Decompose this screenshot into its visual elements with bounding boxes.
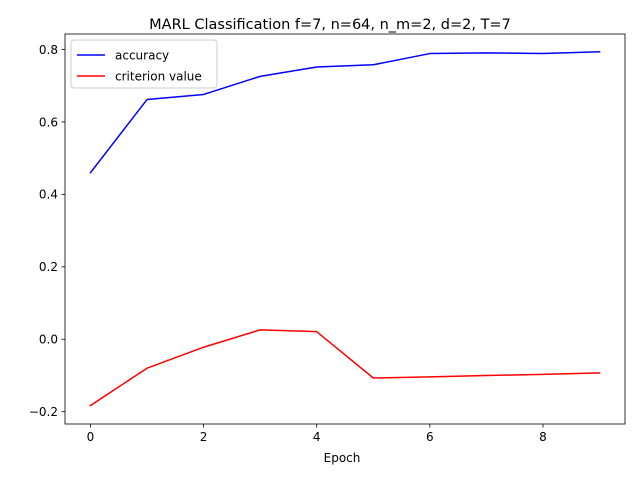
x-tick-label: 6 xyxy=(426,430,434,444)
x-tick-label: 0 xyxy=(87,430,95,444)
x-axis-label: Epoch xyxy=(324,451,361,465)
axes-frame xyxy=(64,33,626,425)
y-tick-label: 0.8 xyxy=(39,43,58,57)
y-tick-label: 0.4 xyxy=(39,188,58,202)
plot-background xyxy=(65,34,625,424)
y-axis-ticks: −0.2 0.0 0.2 0.4 0.6 0.8 xyxy=(29,43,65,419)
legend: accuracy criterion value xyxy=(70,39,218,89)
legend-label-accuracy: accuracy xyxy=(115,48,169,62)
series-lines xyxy=(89,50,601,407)
plot-area xyxy=(65,34,625,424)
legend-label-criterion-value: criterion value xyxy=(115,69,202,83)
series-line-accuracy xyxy=(89,50,601,174)
y-tick-label: 0.2 xyxy=(39,260,58,274)
axes-spines xyxy=(64,33,626,425)
y-tick-label: 0.6 xyxy=(39,115,58,129)
y-tick-label: −0.2 xyxy=(29,405,58,419)
x-tick-label: 8 xyxy=(539,430,547,444)
chart-title: MARL Classification f=7, n=64, n_m=2, d=… xyxy=(149,17,511,33)
x-tick-label: 2 xyxy=(200,430,208,444)
y-tick-label: 0.0 xyxy=(39,333,58,347)
x-tick-label: 4 xyxy=(313,430,321,444)
x-axis-ticks: 0 2 4 6 8 xyxy=(87,424,547,444)
legend-box xyxy=(70,39,218,89)
series-line-criterion-value xyxy=(89,329,601,407)
